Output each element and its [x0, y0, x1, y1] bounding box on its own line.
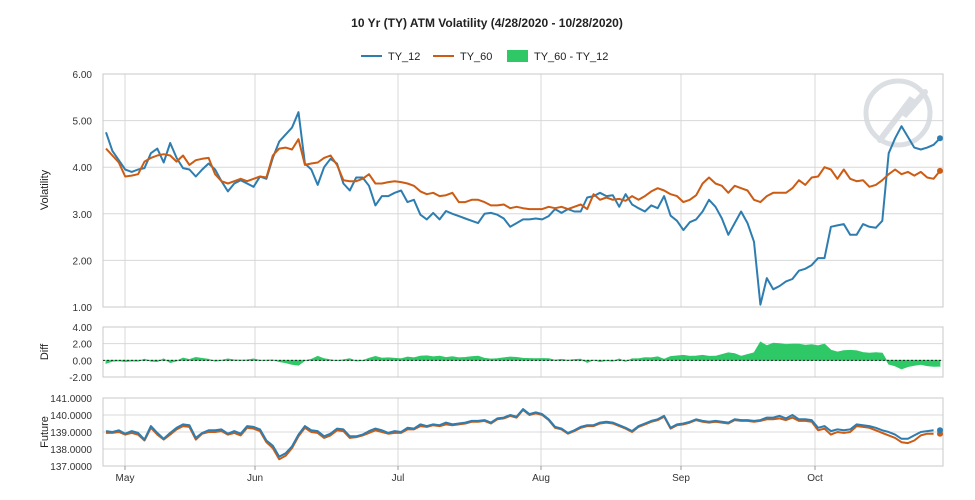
ytick-future-3: 140.0000: [50, 411, 92, 422]
legend-label-ty12: TY_12: [388, 51, 420, 63]
xtick-label-3: Aug: [532, 473, 550, 484]
volatility-panel: 1.00 2.00 3.00 4.00 5.00 6.00 Volatility: [39, 70, 944, 314]
ytick-volatility-5: 6.00: [73, 70, 93, 81]
ytick-diff-0: -2.00: [69, 373, 92, 384]
ytick-volatility-0: 1.00: [73, 303, 93, 314]
legend-swatch-diff: [507, 50, 528, 62]
panel-border-diff: [102, 326, 944, 378]
ylabel-future: Future: [39, 416, 51, 448]
future-line-future_a: [105, 408, 934, 458]
xtick-label-5: Oct: [807, 473, 823, 484]
ytick-volatility-2: 3.00: [73, 210, 93, 221]
xtick-label-1: Jun: [247, 473, 263, 484]
series-endpoint-ty_60: [937, 167, 943, 174]
series-line-ty_60: [105, 138, 941, 211]
ylabel-volatility: Volatility: [39, 169, 51, 210]
legend-label-diff: TY_60 - TY_12: [534, 51, 608, 63]
ytick-diff-1: 0.00: [73, 356, 93, 367]
ytick-future-1: 138.0000: [50, 445, 92, 456]
ytick-volatility-4: 5.00: [73, 117, 93, 128]
diff-area: [105, 341, 941, 370]
xtick-label-2: Jul: [392, 473, 405, 484]
ytick-volatility-3: 4.00: [73, 163, 93, 174]
ytick-volatility-1: 2.00: [73, 256, 93, 267]
series-endpoint-ty_12: [937, 135, 943, 142]
future-panel: 137.0000 138.0000 139.0000 140.0000 141.0000…: [39, 394, 944, 473]
ytick-diff-2: 2.00: [73, 340, 93, 351]
panel-border-future: [102, 397, 944, 467]
future-line-future_b: [106, 408, 934, 461]
xtick-label-0: May: [116, 473, 135, 484]
ylabel-diff: Diff: [39, 343, 51, 360]
panel-border-volatility: [102, 73, 944, 308]
xtick-label-4: Sep: [672, 473, 690, 484]
diff-panel: -2.00 0.00 2.00 4.00 Diff: [39, 323, 944, 384]
legend: TY_12 TY_60 TY_60 - TY_12: [361, 50, 608, 63]
ytick-diff-3: 4.00: [73, 323, 93, 334]
ytick-future-2: 139.0000: [50, 428, 92, 439]
future-endpoint-future_a: [937, 427, 943, 434]
legend-label-ty60: TY_60: [460, 51, 492, 63]
ytick-future-4: 141.0000: [50, 394, 92, 405]
series-line-ty_12: [105, 111, 941, 306]
ytick-future-0: 137.0000: [50, 462, 92, 473]
chart-title: 10 Yr (TY) ATM Volatility (4/28/2020 - 1…: [351, 16, 623, 30]
watermark-logo: [863, 78, 933, 148]
x-axis: May Jun Jul Aug Sep Oct: [116, 466, 823, 484]
